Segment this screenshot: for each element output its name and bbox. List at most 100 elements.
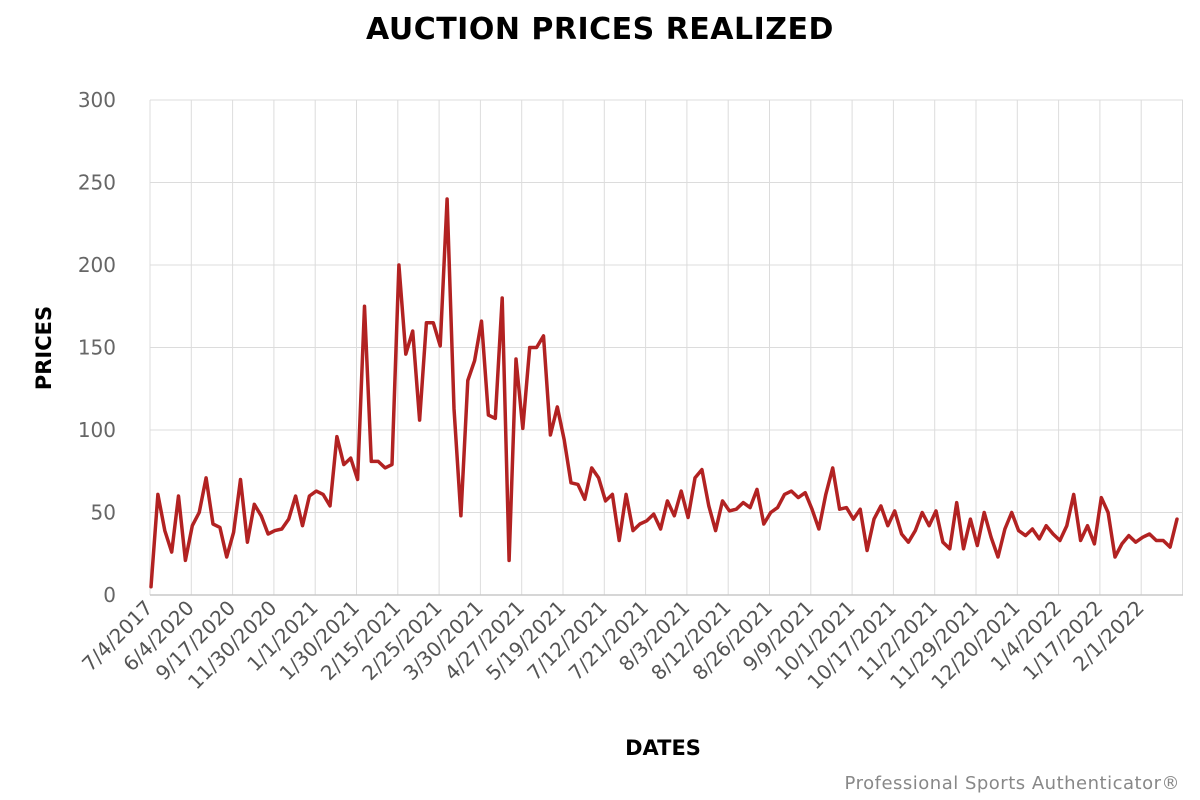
- data-point: [1003, 527, 1007, 531]
- data-point: [1079, 539, 1082, 542]
- data-point: [1086, 524, 1089, 527]
- data-point: [266, 532, 270, 536]
- data-point: [390, 463, 394, 466]
- data-point: [280, 527, 283, 531]
- credit-text: Professional Sports Authenticator®: [844, 773, 1180, 794]
- data-point: [1051, 532, 1055, 536]
- data-point: [907, 541, 910, 544]
- data-point: [983, 511, 986, 514]
- data-point: [211, 522, 215, 526]
- data-point: [556, 405, 559, 409]
- data-point: [659, 527, 662, 531]
- data-point: [459, 514, 463, 517]
- data-point: [652, 512, 655, 516]
- data-point: [872, 517, 876, 521]
- data-point: [184, 559, 187, 562]
- data-point: [1106, 511, 1110, 514]
- data-point: [363, 305, 366, 308]
- data-point: [783, 493, 786, 496]
- data-point: [294, 494, 297, 498]
- data-point: [1148, 532, 1151, 536]
- data-point: [487, 413, 490, 417]
- data-point: [831, 466, 834, 470]
- data-point: [707, 504, 710, 508]
- series-line: [149, 197, 1179, 589]
- data-point: [1010, 511, 1013, 514]
- data-point: [817, 527, 821, 531]
- x-axis-label: DATES: [625, 736, 701, 760]
- data-point: [590, 466, 593, 470]
- data-point: [1120, 542, 1124, 546]
- data-point: [480, 319, 483, 323]
- data-point: [177, 494, 180, 498]
- data-point: [921, 511, 924, 514]
- data-point: [631, 529, 635, 532]
- data-point: [1155, 539, 1158, 542]
- data-point: [328, 504, 332, 508]
- y-tick-label: 150: [78, 336, 116, 360]
- data-point: [742, 501, 745, 504]
- data-point: [253, 503, 256, 506]
- data-point: [1100, 496, 1103, 499]
- data-point: [893, 509, 896, 513]
- data-point: [246, 541, 249, 544]
- data-point: [521, 427, 524, 430]
- data-point: [852, 517, 855, 521]
- y-tick-label: 50: [91, 501, 116, 525]
- data-point: [879, 504, 883, 508]
- data-point: [549, 433, 552, 437]
- data-point: [1162, 539, 1165, 542]
- data-point: [886, 524, 889, 527]
- data-point: [239, 478, 242, 481]
- data-point: [1031, 527, 1034, 531]
- data-point: [804, 491, 807, 494]
- data-point: [955, 501, 958, 504]
- data-point: [149, 585, 153, 588]
- data-point: [611, 493, 614, 496]
- data-point: [948, 547, 951, 550]
- data-point: [797, 496, 800, 499]
- data-point: [700, 468, 704, 471]
- data-point: [308, 494, 311, 498]
- data-point: [583, 498, 586, 501]
- data-point: [370, 460, 373, 463]
- data-point: [976, 544, 979, 547]
- data-point: [542, 334, 545, 338]
- data-point: [680, 489, 683, 493]
- data-point: [748, 506, 752, 509]
- data-point: [790, 489, 793, 493]
- data-point: [225, 555, 228, 559]
- data-point: [377, 460, 380, 463]
- data-point: [191, 524, 194, 527]
- data-point: [315, 489, 318, 493]
- data-point: [349, 456, 352, 460]
- data-point: [342, 463, 345, 466]
- data-point: [1168, 545, 1172, 549]
- data-point: [900, 532, 903, 536]
- data-point: [838, 508, 841, 511]
- data-point: [927, 524, 931, 527]
- data-point: [1141, 536, 1144, 539]
- data-point: [425, 321, 428, 324]
- data-point: [824, 493, 827, 496]
- data-point: [494, 417, 497, 420]
- data-point: [356, 478, 359, 481]
- data-point: [1024, 534, 1027, 537]
- data-point: [204, 476, 208, 480]
- data-point: [563, 438, 566, 442]
- data-point: [762, 522, 765, 526]
- data-point: [769, 511, 772, 514]
- data-point: [576, 483, 580, 486]
- data-point: [666, 499, 669, 503]
- data-point: [439, 344, 442, 348]
- data-point: [645, 519, 648, 522]
- data-point: [232, 531, 235, 534]
- data-point: [1045, 524, 1048, 527]
- data-point: [411, 329, 414, 333]
- data-point: [452, 407, 456, 410]
- data-point: [721, 499, 724, 503]
- data-point: [535, 346, 538, 349]
- data-point: [638, 522, 642, 526]
- data-point: [301, 524, 304, 527]
